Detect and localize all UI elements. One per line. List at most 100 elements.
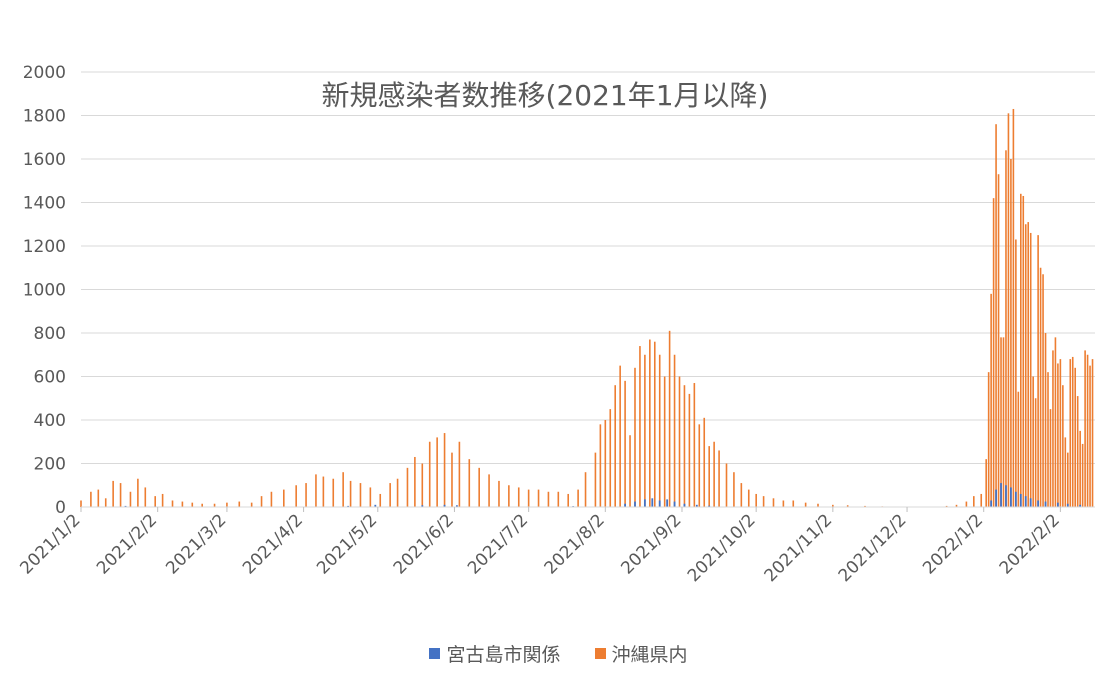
bar-okinawa [973, 496, 975, 508]
bar-okinawa [698, 424, 701, 507]
bar-miyakojima [124, 505, 127, 507]
bar-okinawa [649, 339, 651, 507]
bar-miyakojima [1066, 503, 1069, 507]
legend-label-okinawa: 沖縄県内 [611, 644, 688, 666]
bar-okinawa [663, 376, 666, 507]
bar-okinawa [332, 478, 335, 507]
bar-okinawa [547, 491, 550, 507]
bar-okinawa [342, 472, 344, 507]
bar-okinawa [980, 493, 983, 507]
bar-okinawa [997, 174, 1000, 507]
axes: 0 200 400 600 800 1000 1200 1400 1600 1800 2000 202… [16, 63, 1095, 586]
bar-okinawa [1005, 150, 1007, 508]
x-tick-label: 2021/7/2 [464, 510, 532, 578]
y-tick-label: 400 [34, 411, 66, 431]
bar-miyakojima [1057, 502, 1059, 507]
bar-okinawa [1052, 350, 1054, 507]
bar-okinawa [226, 502, 228, 507]
bar-okinawa [468, 459, 471, 507]
legend-swatch-okinawa [594, 648, 606, 659]
bar-okinawa [295, 485, 297, 507]
bar-okinawa [315, 474, 317, 508]
bar-miyakojima [1024, 496, 1027, 508]
bar-okinawa [396, 478, 399, 507]
bar-okinawa [708, 446, 710, 507]
bar-okinawa [965, 501, 968, 507]
bar-miyakojima [990, 500, 993, 507]
bar-okinawa [673, 354, 676, 507]
bar-okinawa [250, 502, 253, 507]
bar-okinawa [1059, 359, 1062, 507]
bar-okinawa [1076, 396, 1079, 507]
bar-okinawa [112, 480, 114, 507]
bar-okinawa [421, 463, 424, 507]
bar-okinawa [144, 487, 147, 507]
bar-okinawa [658, 354, 661, 507]
y-tick-label: 1800 [23, 107, 66, 127]
bar-okinawa [792, 500, 795, 507]
bar-okinawa [213, 503, 216, 507]
bar-okinawa [755, 493, 757, 507]
y-tick-label: 1600 [23, 150, 66, 170]
bar-okinawa [733, 472, 735, 507]
bar-okinawa [1032, 376, 1034, 507]
bar-okinawa [747, 489, 750, 507]
bar-okinawa [1084, 350, 1086, 507]
y-tick-label: 1400 [23, 194, 66, 214]
bar-okinawa [154, 496, 156, 508]
legend-item-miyakojima: 宮古島市関係 [429, 640, 560, 667]
bar-miyakojima [1037, 500, 1040, 507]
bar-miyakojima [421, 505, 424, 507]
bar-okinawa [1071, 356, 1074, 507]
bar-okinawa [609, 409, 612, 508]
bar-miyakojima [456, 505, 458, 507]
bar-miyakojima [1010, 487, 1012, 507]
bar-okinawa [414, 456, 416, 507]
y-tick-label: 2000 [23, 63, 66, 83]
bar-okinawa [260, 496, 263, 508]
bar-okinawa [634, 367, 636, 507]
bar-okinawa [369, 487, 372, 507]
bar-okinawa [406, 467, 409, 507]
bar-okinawa [1089, 365, 1091, 508]
bar-okinawa [436, 437, 438, 507]
bar-okinawa [846, 505, 849, 507]
bar-okinawa [599, 424, 602, 507]
bar-okinawa [137, 478, 139, 507]
bar-okinawa [1054, 337, 1057, 507]
bar-miyakojima [443, 504, 446, 507]
bar-okinawa [97, 489, 100, 507]
bar-okinawa [992, 198, 995, 507]
bar-okinawa [1037, 235, 1039, 508]
bar-okinawa [181, 501, 184, 507]
bar-okinawa [1042, 274, 1044, 507]
bar-okinawa [238, 501, 241, 507]
bar-okinawa [740, 483, 743, 507]
bar-okinawa [945, 505, 948, 507]
bar-okinawa [1029, 232, 1032, 507]
chart-title: 新規感染者数推移(2021年1月以降) [322, 79, 769, 112]
bar-okinawa [718, 450, 720, 507]
bar-okinawa [458, 441, 461, 507]
bar-miyakojima [1079, 504, 1082, 507]
bar-okinawa [1086, 354, 1089, 507]
bar-okinawa [817, 503, 819, 507]
bar-okinawa [1017, 391, 1020, 507]
bar-okinawa [1027, 222, 1030, 507]
x-tick-label: 2021/2/2 [93, 510, 161, 578]
bar-okinawa [527, 489, 530, 507]
legend: 宮古島市関係 沖縄県内 [0, 640, 1117, 667]
bar-okinawa [1010, 159, 1012, 507]
bar-miyakojima [666, 499, 669, 507]
bar-okinawa [428, 441, 431, 507]
legend-label-miyakojima: 宮古島市関係 [446, 644, 561, 666]
bar-okinawa [614, 385, 616, 507]
bar-okinawa [1057, 363, 1059, 507]
legend-item-okinawa: 沖縄県内 [594, 640, 688, 667]
gridlines [81, 71, 1095, 508]
bar-okinawa [577, 489, 579, 507]
bar-okinawa [1064, 437, 1067, 507]
y-tick-label: 0 [55, 498, 66, 518]
bar-okinawa [624, 380, 626, 507]
